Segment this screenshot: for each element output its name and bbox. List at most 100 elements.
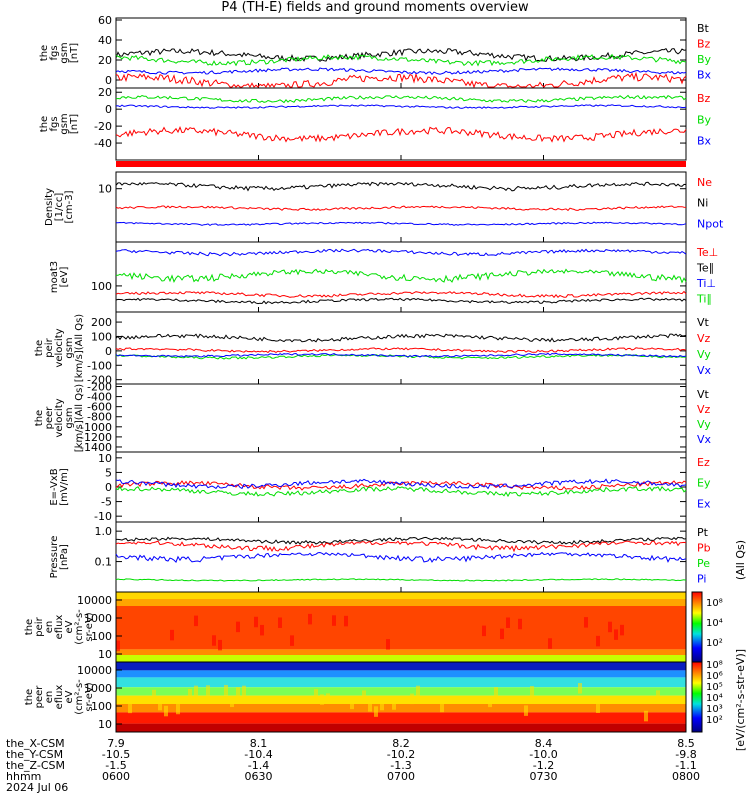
spectrogram-cell — [482, 625, 486, 637]
spectrogram-cell — [194, 685, 198, 697]
legend-Bz: Bz — [697, 92, 711, 105]
spectrogram-cell — [320, 694, 324, 705]
y-tick-label: -600 — [87, 401, 112, 414]
spectrogram-band — [116, 723, 686, 732]
colorbar-tick: 10² — [706, 638, 723, 649]
colorbar-tick: 10⁶ — [706, 671, 723, 682]
series-Npot — [116, 221, 687, 227]
spectrogram-cell — [158, 699, 162, 711]
spectrogram-band — [116, 599, 686, 606]
colorbar-tick: 10² — [706, 715, 723, 726]
spectrogram-cell — [188, 688, 192, 700]
legend-Bz: Bz — [697, 38, 711, 51]
legend-Ti⊥: Ti⊥ — [696, 277, 716, 290]
y-axis-label: [km/s](All Qs) — [74, 384, 85, 452]
legend-Bt: Bt — [697, 22, 710, 35]
footer-value: 0630 — [244, 770, 273, 783]
y-axis-label: eflux — [54, 685, 65, 710]
footer-value: -1.5 — [105, 759, 127, 772]
panel-peer_v: the peer velocity gsm [km/s](All Qs) — [34, 383, 687, 453]
y-axis-label: the — [34, 340, 45, 356]
colorbar-electron — [691, 661, 703, 733]
series-Vz — [115, 347, 687, 354]
panel-peer_spec: the peer en eflux eV (cm²-s-sr-eV) — [24, 661, 687, 733]
y-axis-label: en — [44, 621, 55, 634]
spectrogram-band — [116, 704, 686, 713]
footer-value: 0600 — [102, 770, 130, 783]
spectrogram-cell — [488, 696, 492, 708]
y-axis-label: [mV/m] — [59, 468, 70, 506]
spectrogram-band — [116, 695, 686, 704]
y-axis-label: sr-eV) — [84, 682, 95, 711]
y-axis-label: fgs — [49, 116, 60, 131]
spectrogram-cell — [374, 706, 378, 717]
legend-Ey: Ey — [697, 477, 711, 490]
y-axis-label: peer — [34, 685, 45, 709]
y-tick-label: -40 — [94, 137, 112, 150]
series-Ti⊥ — [115, 248, 687, 257]
panel-fgs_bt: the fgs gsm [nT] — [39, 17, 687, 89]
y-axis-label: the — [24, 689, 35, 705]
footer-value: 8.4 — [534, 737, 553, 750]
y-tick-label: 0 — [105, 481, 112, 494]
footer-value: -10.2 — [386, 748, 416, 761]
y-tick-label: 10 — [98, 452, 112, 465]
date-label: 2024 Jul 06 — [6, 781, 69, 794]
spectrogram-cell — [548, 638, 552, 649]
spectrogram-band — [116, 655, 686, 662]
y-axis-label: peir — [34, 616, 45, 636]
spectrogram-cell — [416, 685, 420, 697]
spectrogram-band — [116, 606, 686, 650]
series-Vt — [115, 333, 687, 343]
y-axis-label: velocity — [54, 398, 65, 437]
y-tick-label: 1.0 — [95, 525, 113, 538]
panel-frame — [115, 383, 687, 453]
y-axis-label: E=-VxB — [49, 468, 60, 505]
spectrogram-cell — [194, 615, 198, 627]
series-By — [115, 94, 687, 104]
y-tick-label: -1200 — [80, 431, 112, 444]
spectrogram-cell — [644, 710, 648, 722]
spectrogram-cell — [620, 624, 624, 636]
spectrogram-cell — [254, 616, 258, 628]
spectrogram-band — [116, 670, 686, 678]
spectrogram-cell — [656, 690, 660, 701]
colorbar-tick: 10⁵ — [706, 682, 723, 693]
footer-value: -10.5 — [101, 748, 131, 761]
y-tick-label: -5 — [101, 496, 112, 509]
panel-density: Density [1/cc] [cm-3] — [44, 171, 687, 243]
series-Vy — [115, 353, 687, 360]
spectrogram-cell — [206, 685, 210, 696]
footer-value: 0800 — [672, 770, 700, 783]
y-axis-label: gsm — [64, 337, 75, 358]
legend-Vx: Vx — [697, 364, 712, 377]
series-Ey — [115, 485, 687, 498]
y-axis-label: eV — [64, 620, 75, 633]
footer-value: -1.2 — [532, 759, 555, 772]
footer-value: -1.4 — [247, 759, 270, 772]
spectrogram-cell — [368, 701, 372, 712]
series-Pe — [115, 578, 687, 582]
spectrogram-cell — [152, 689, 156, 701]
spectrogram-cell — [500, 628, 504, 640]
footer-value: -9.8 — [675, 748, 697, 761]
y-tick-label: -200 — [87, 381, 112, 394]
y-axis-label: [nT] — [69, 114, 80, 134]
spectrogram-cell — [116, 640, 120, 652]
y-axis-label: [km/s](All Qs) — [74, 314, 85, 382]
y-tick-label: -1000 — [80, 421, 112, 434]
y-tick-label: -200 — [87, 374, 112, 387]
legend-Ni: Ni — [697, 197, 708, 210]
spectrogram-band — [116, 649, 686, 655]
footer-value: 8.1 — [249, 737, 268, 750]
y-axis-label: (cm²-s- — [74, 679, 85, 715]
footer-row-label: the_Z-CSM — [6, 759, 66, 772]
panel-fgs: the fgs gsm [nT] — [39, 87, 687, 161]
y-axis-label: [nT] — [69, 43, 80, 63]
spectrogram-band — [116, 677, 686, 688]
legend-Vt: Vt — [697, 388, 710, 401]
spectrogram-band — [116, 712, 686, 724]
series-Bz — [115, 71, 687, 89]
panel-frame — [115, 311, 687, 385]
y-axis-label: en — [44, 691, 55, 704]
